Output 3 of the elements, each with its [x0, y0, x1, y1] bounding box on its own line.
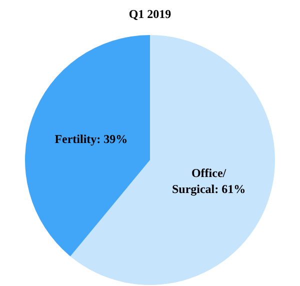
slice-label: Fertility: 39%	[54, 132, 128, 146]
slice-label: Office/Surgical: 61%	[172, 166, 246, 196]
chart-title: Q1 2019	[128, 7, 172, 21]
